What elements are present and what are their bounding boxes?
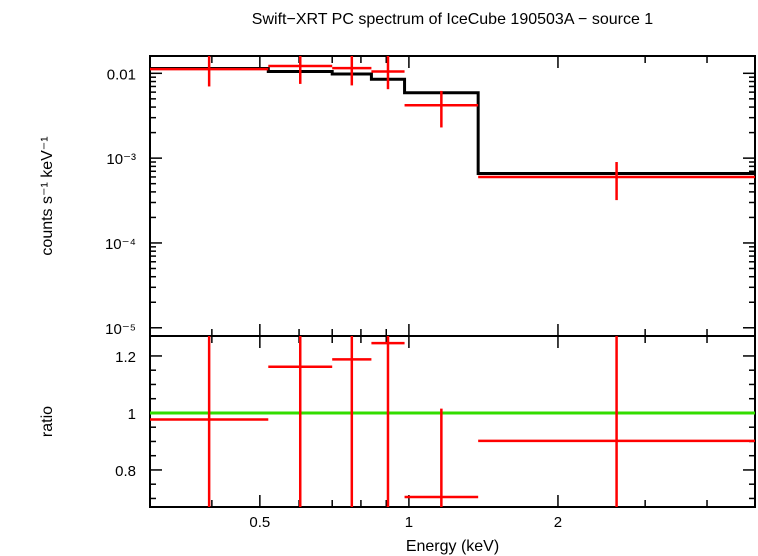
top-panel-frame <box>149 55 756 337</box>
y-axis-label-top: counts s⁻¹ keV⁻¹ <box>39 136 56 255</box>
x-axis-label: Energy (keV) <box>406 538 499 555</box>
y-tick-label: 10⁻⁴ <box>105 236 136 253</box>
y-tick-label: 1.2 <box>115 349 136 366</box>
y-tick-label: 10⁻³ <box>106 151 136 168</box>
y-tick-label: 0.8 <box>115 463 136 480</box>
model-line <box>150 66 755 175</box>
x-tick-label: 0.5 <box>249 514 270 531</box>
x-tick-label: 1 <box>405 514 413 531</box>
y-tick-label: 1 <box>128 406 136 423</box>
top-panel-marks <box>150 56 755 201</box>
y-tick-label: 0.01 <box>107 66 136 83</box>
chart-title: Swift−XRT PC spectrum of IceCube 190503A… <box>252 11 654 28</box>
bottom-panel-frame <box>149 335 756 508</box>
x-tick-label: 2 <box>554 514 562 531</box>
bottom-panel-marks <box>150 336 755 507</box>
y-axis-label-bottom: ratio <box>39 406 56 437</box>
y-tick-label: 10⁻⁵ <box>105 321 136 338</box>
